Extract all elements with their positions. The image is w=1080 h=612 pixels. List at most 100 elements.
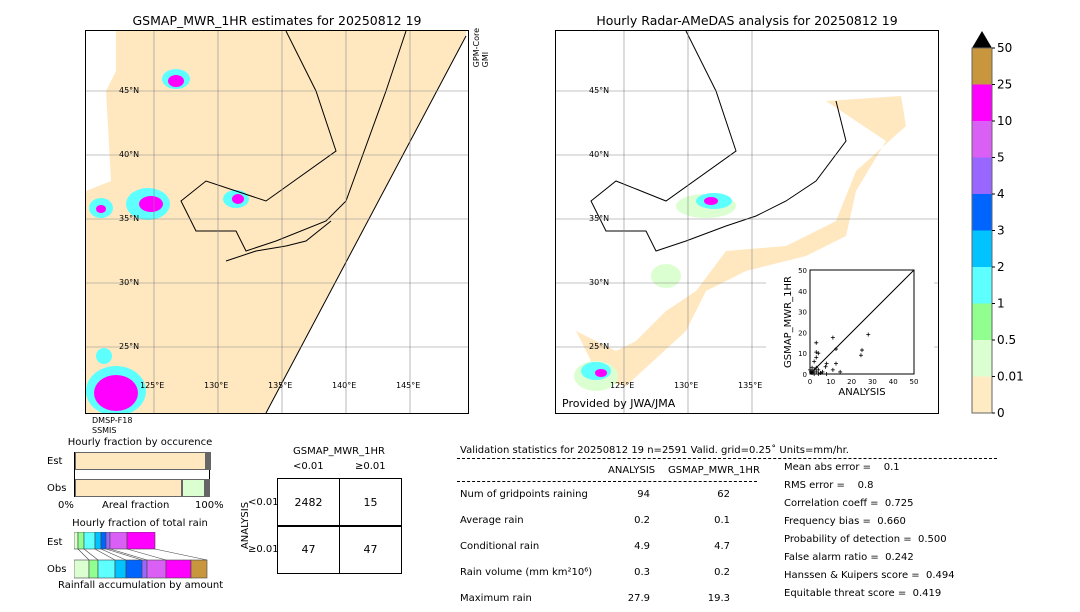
scatter-point xyxy=(812,372,817,376)
colorbar-label: 0.01 xyxy=(997,370,1024,384)
stat-gsmap-value: 19.3 xyxy=(707,593,730,604)
y-tick-label: 10 xyxy=(798,350,807,358)
scatter-point xyxy=(814,350,819,355)
score-line: Probability of detection = 0.500 xyxy=(784,534,947,545)
scatter-point xyxy=(814,340,819,345)
stat-gsmap-value: 0.1 xyxy=(714,515,730,526)
colorbar-segment xyxy=(972,376,992,413)
colorbar-label: 2 xyxy=(997,260,1005,274)
lat-label: 40°N xyxy=(119,150,140,159)
stat-label: Average rain xyxy=(460,515,524,526)
fraction-segment xyxy=(205,452,208,470)
score-line: Correlation coeff = 0.725 xyxy=(784,498,914,509)
x-tick-label: 30 xyxy=(868,378,877,386)
lon-label: 145°E xyxy=(396,381,421,390)
lon-label: 135°E xyxy=(738,381,763,390)
scatter-point xyxy=(812,367,817,372)
y-tick-label: 40 xyxy=(798,288,807,296)
colorbar-segment xyxy=(972,157,992,194)
contingency-row-axis: ANALYSIS xyxy=(240,501,252,550)
colorbar-label: 0 xyxy=(997,406,1005,418)
left-map-title: GSMAP_MWR_1HR estimates for 20250812 19 xyxy=(132,13,422,28)
one-to-one-line xyxy=(809,269,915,375)
lon-label: 125°E xyxy=(610,381,635,390)
scatter-point xyxy=(858,353,863,358)
lat-label: 30°N xyxy=(119,278,140,287)
stat-analysis-value: 27.9 xyxy=(627,593,650,604)
cell-false-alarm: 15 xyxy=(339,478,402,527)
y-tick-label: 0 xyxy=(803,371,807,379)
scatter-point xyxy=(834,347,838,352)
score-line: Mean abs error = 0.1 xyxy=(784,462,900,473)
scatter-point xyxy=(860,348,864,353)
scatter-point xyxy=(814,369,819,374)
contingency-title: GSMAP_MWR_1HR xyxy=(293,446,385,457)
scatter-point xyxy=(824,372,829,376)
lon-label: 130°E xyxy=(674,381,699,390)
colorbar: 50 25 10 5 4 3 2 1 0.5 0.01 0 xyxy=(971,31,1024,418)
stat-analysis-value: 94 xyxy=(637,489,650,500)
score-line: Hanssen & Kuipers score = 0.494 xyxy=(784,570,955,581)
scatter-point xyxy=(824,361,829,366)
lat-label: 35°N xyxy=(119,214,140,223)
colorbar-segment xyxy=(972,194,992,231)
scatter-point xyxy=(816,372,821,376)
lon-label: 140°E xyxy=(332,381,357,390)
scatter-xlabel: ANALYSIS xyxy=(838,387,885,398)
stat-analysis-value: 0.3 xyxy=(634,567,650,578)
fraction-segment xyxy=(207,479,210,497)
lat-label: 45°N xyxy=(589,86,610,95)
lat-label: 30°N xyxy=(589,278,610,287)
occ-x-right: 100% xyxy=(195,500,224,511)
scatter-point xyxy=(816,351,821,356)
colorbar-segment xyxy=(972,121,992,158)
colorbar-segment xyxy=(972,84,992,121)
x-tick-label: 40 xyxy=(889,378,898,386)
cell-miss: 47 xyxy=(277,525,340,574)
colorbar-label: 0.5 xyxy=(997,333,1016,347)
scatter-point xyxy=(810,369,815,374)
stat-analysis-value: 0.2 xyxy=(634,515,650,526)
occ-obs-label: Obs xyxy=(47,483,67,494)
colorbar-segment xyxy=(972,303,992,340)
colorbar-segment xyxy=(972,340,992,377)
occ-x-mid: Areal fraction xyxy=(102,500,170,511)
total-rain-title: Hourly fraction of total rain xyxy=(72,518,208,529)
scatter-point xyxy=(820,369,825,374)
stats-col-analysis: ANALYSIS xyxy=(608,465,656,476)
stat-label: Conditional rain xyxy=(460,541,540,552)
lat-label: 35°N xyxy=(589,214,610,223)
score-line: Equitable threat score = 0.419 xyxy=(784,588,942,599)
score-line: RMS error = 0.8 xyxy=(784,480,874,491)
lat-label: 25°N xyxy=(119,342,140,351)
fraction-segment xyxy=(75,479,183,497)
cell-hits-none: 2482 xyxy=(277,478,340,527)
y-tick-label: 20 xyxy=(798,329,807,337)
stat-label: Maximum rain xyxy=(460,593,532,604)
left-sensor-bottom-2: SSMIS xyxy=(92,426,117,435)
y-tick-label: 30 xyxy=(798,309,807,317)
y-tick-label: 50 xyxy=(798,267,807,275)
scatter-point xyxy=(814,355,819,360)
lon-label: 125°E xyxy=(140,381,165,390)
lat-label: 45°N xyxy=(119,86,140,95)
cell-hit: 47 xyxy=(339,525,402,574)
colorbar-label: 50 xyxy=(997,41,1012,55)
occurrence-title: Hourly fraction by occurence xyxy=(67,437,213,448)
stat-label: Num of gridpoints raining xyxy=(460,489,588,500)
colorbar-segment xyxy=(972,230,992,267)
x-tick-label: 50 xyxy=(910,378,919,386)
scatter-point xyxy=(834,361,838,366)
scatter-plot: 0 10 20 30 40 50 0 10 20 30 40 50 ANALYSIS GSMAP_MWR_… xyxy=(783,267,919,398)
scatter-point xyxy=(810,365,815,370)
score-line: False alarm ratio = 0.242 xyxy=(784,552,914,563)
stat-gsmap-value: 4.7 xyxy=(714,541,730,552)
total-rain-bars xyxy=(74,532,208,579)
x-tick-label: 10 xyxy=(826,378,835,386)
lat-label: 40°N xyxy=(589,150,610,159)
scatter-point xyxy=(816,367,821,372)
scatter-point xyxy=(838,369,843,374)
colorbar-segment xyxy=(972,48,992,85)
colorbar-extend-arrow xyxy=(972,31,992,48)
scatter-ylabel: GSMAP_MWR_1HR xyxy=(783,276,794,368)
